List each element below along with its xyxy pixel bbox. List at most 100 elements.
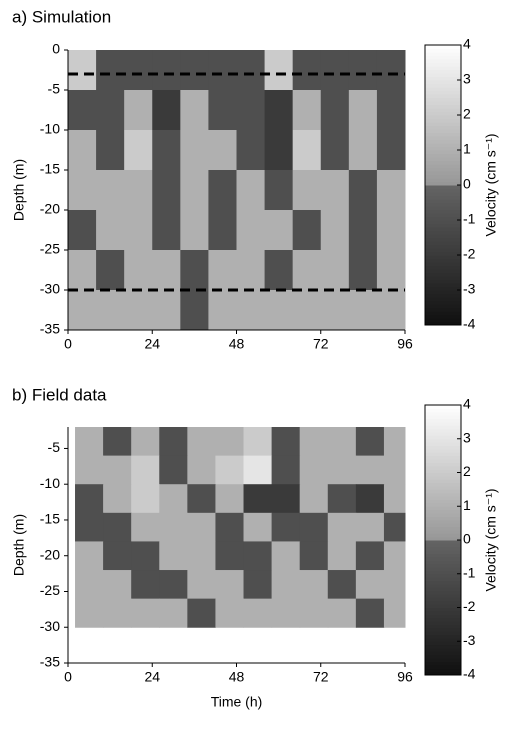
colorbar-swatch [425, 73, 461, 77]
heatmap-cell [152, 90, 181, 131]
heatmap-cell [152, 170, 181, 211]
colorbar-swatch [425, 658, 461, 662]
colorbar-swatch [425, 111, 461, 116]
heatmap-cell [271, 541, 301, 571]
heatmap-cell [383, 512, 406, 542]
colorbar-swatch [425, 192, 461, 196]
colorbar-swatch [425, 610, 461, 615]
colorbar-swatch [425, 486, 461, 490]
colorbar-swatch [425, 425, 461, 430]
heatmap-cell [180, 50, 209, 91]
x-tick-label: 24 [144, 336, 160, 352]
colorbar-swatch [425, 262, 461, 266]
panel-title: b) Field data [12, 385, 107, 404]
heatmap-cell [96, 170, 125, 211]
heatmap-cell [299, 598, 329, 628]
colorbar-swatch [425, 83, 461, 88]
heatmap-cell [299, 427, 329, 457]
heatmap-cell [299, 570, 329, 600]
colorbar-swatch [425, 108, 461, 112]
colorbar-swatch [425, 90, 461, 95]
colorbar-swatch [425, 459, 461, 463]
heatmap-cell [75, 455, 104, 485]
heatmap-cell [243, 541, 273, 571]
colorbar-swatch [425, 654, 461, 659]
heatmap-cell [75, 427, 104, 457]
heatmap-cell [215, 541, 245, 571]
heatmap-cell [68, 250, 97, 291]
heatmap-cell [236, 170, 266, 211]
heatmap-cell [124, 50, 153, 91]
colorbar-swatch [425, 523, 461, 527]
heatmap-cell [292, 90, 322, 131]
colorbar-swatch [425, 188, 461, 193]
colorbar-tick-label: 4 [463, 36, 471, 52]
colorbar-swatch [425, 499, 461, 504]
heatmap-cell [327, 484, 357, 514]
heatmap-cell [68, 210, 97, 251]
heatmap-cell [376, 130, 406, 171]
colorbar-swatch [425, 290, 461, 294]
colorbar-swatch [425, 297, 461, 301]
heatmap-cell [103, 455, 132, 485]
heatmap-cell [152, 250, 181, 291]
colorbar-swatch [425, 265, 461, 270]
heatmap-cell [159, 598, 188, 628]
colorbar-swatch [425, 307, 461, 312]
heatmap-cell [292, 250, 322, 291]
colorbar-swatch [425, 408, 461, 413]
colorbar-tick-label: 3 [463, 71, 471, 87]
heatmap-cell [264, 210, 294, 251]
heatmap-cell [376, 170, 406, 211]
heatmap-cell [208, 130, 237, 171]
heatmap-cell [292, 210, 322, 251]
heatmap-cell [131, 455, 160, 485]
colorbar-swatch [425, 59, 461, 63]
heatmap-cell [96, 130, 125, 171]
colorbar-swatch [425, 125, 461, 130]
heatmap-cell [215, 598, 245, 628]
colorbar-swatch [425, 604, 461, 608]
heatmap-cell [299, 484, 329, 514]
heatmap-cell [236, 90, 266, 131]
colorbar-swatch [425, 536, 461, 541]
heatmap-cell [271, 512, 301, 542]
colorbar-swatch [425, 597, 461, 602]
colorbar-swatch [425, 452, 461, 457]
colorbar-swatch [425, 171, 461, 175]
heatmap-cell [159, 541, 188, 571]
heatmap-cell [208, 170, 237, 211]
colorbar-swatch [425, 428, 461, 433]
heatmap-cell [215, 427, 245, 457]
colorbar-swatch [425, 405, 461, 409]
heatmap-cell [131, 541, 160, 571]
heatmap-cell [208, 90, 237, 131]
colorbar-swatch [425, 442, 461, 446]
heatmap-cell [187, 427, 216, 457]
x-tick-label: 48 [229, 669, 245, 685]
colorbar-swatch [425, 637, 461, 642]
heatmap-cell [96, 250, 125, 291]
colorbar-swatch [425, 223, 461, 228]
heatmap-cell [131, 484, 160, 514]
heatmap-cell [348, 210, 378, 251]
heatmap-cell [124, 130, 153, 171]
colorbar-swatch [425, 80, 461, 84]
colorbar-swatch [425, 300, 461, 305]
heatmap-cell [243, 570, 273, 600]
colorbar-tick-label: 2 [463, 106, 471, 122]
heatmap-cell [271, 570, 301, 600]
colorbar-swatch [425, 150, 461, 154]
colorbar-swatch [425, 66, 461, 70]
y-tick-label: -35 [40, 654, 60, 670]
colorbar-swatch [425, 286, 461, 291]
colorbar-swatch [425, 455, 461, 460]
colorbar-tick-label: 0 [463, 531, 471, 547]
heatmap-cell [348, 50, 378, 91]
heatmap-cell [215, 512, 245, 542]
colorbar-swatch [425, 651, 461, 656]
panel-title: a) Simulation [12, 7, 111, 26]
colorbar-swatch [425, 52, 461, 56]
heatmap-cell [124, 170, 153, 211]
colorbar-tick-label: -4 [463, 666, 476, 682]
